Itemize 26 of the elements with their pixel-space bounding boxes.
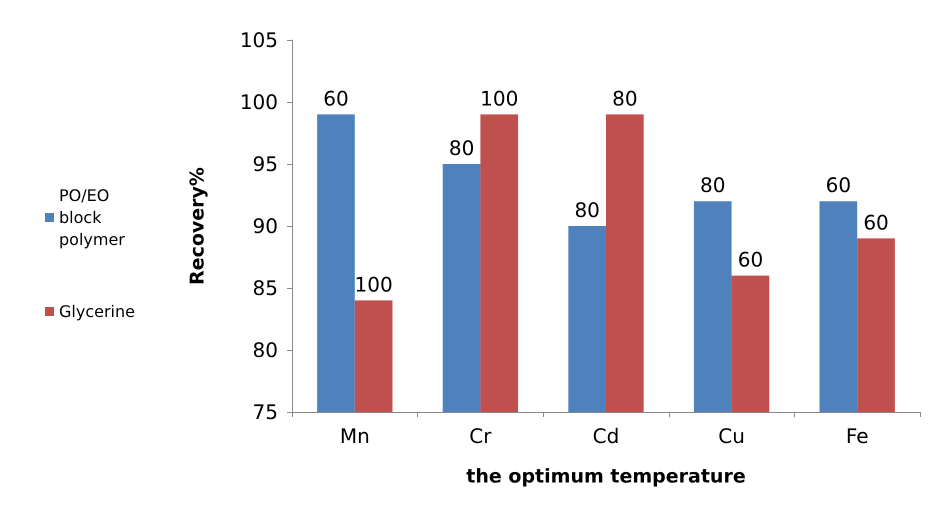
y-tick-label: 95 [252,152,278,176]
legend-label: Glycerine [59,302,135,321]
x-tick-label: Cd [592,424,620,448]
x-tick-label: Cr [469,424,492,448]
annotation: 60 [323,86,349,110]
annotation: 60 [826,173,852,198]
annotation: 100 [354,272,393,296]
y-tick-label: 100 [240,90,278,114]
annotation: 60 [863,210,889,234]
y-axis-title: Recovery% [186,167,208,285]
legend-label: PO/EO block polymer [59,186,126,249]
annotation: 80 [574,198,600,222]
annotation: 100 [480,86,518,110]
x-axis-title: the optimum temperature [466,466,746,488]
y-tick-label: 75 [252,400,278,424]
y-tick-label: 85 [252,276,278,300]
x-tick-label: Cu [718,424,745,448]
annotation: 80 [700,173,726,198]
y-tick-label: 90 [252,214,278,238]
x-tick-label: Mn [340,424,370,448]
annotation: 60 [738,248,764,272]
y-tick-label: 80 [252,338,278,362]
annotation: 80 [612,86,638,110]
annotation: 80 [448,136,474,160]
y-tick-label: 105 [240,28,278,52]
x-tick-label: Fe [846,424,869,448]
